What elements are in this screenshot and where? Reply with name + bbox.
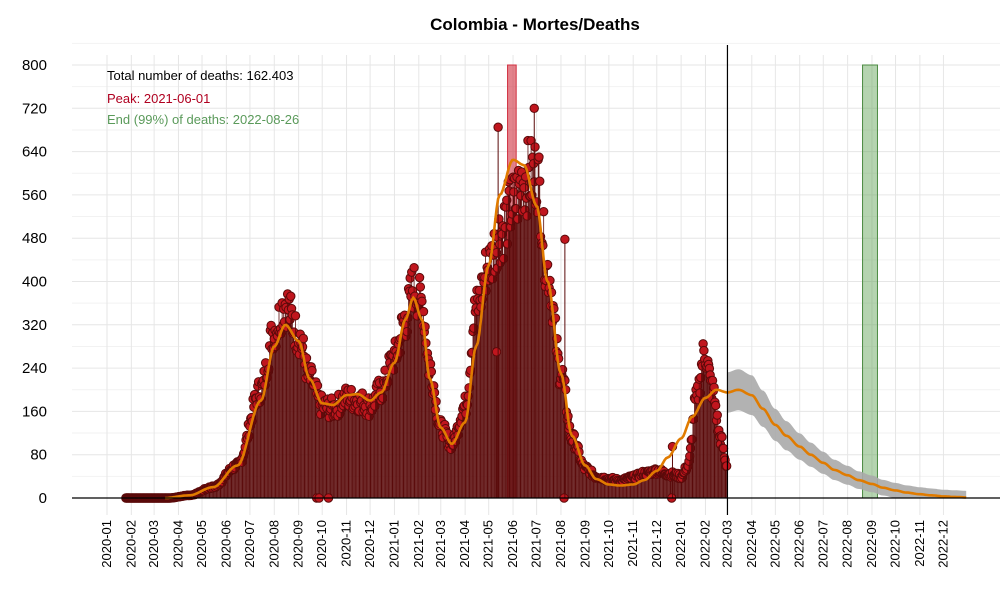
- x-tick-label: 2021-04: [457, 520, 472, 568]
- y-tick-label: 80: [30, 447, 47, 464]
- x-tick-label: 2022-07: [815, 520, 830, 568]
- x-tick-label: 2022-12: [935, 520, 950, 568]
- y-tick-label: 560: [22, 187, 47, 204]
- smooth-line: [165, 158, 967, 500]
- x-tick-label: 2020-03: [146, 520, 161, 568]
- outlier-point: [491, 347, 502, 357]
- outlier-point: [493, 122, 503, 132]
- observed-point: [718, 443, 729, 454]
- end-note: End (99%) of deaths: 2022-08-26: [107, 112, 299, 127]
- x-tick-label: 2022-08: [840, 520, 855, 568]
- x-tick-label: 2020-04: [171, 520, 186, 568]
- x-tick-label: 2020-07: [242, 520, 257, 568]
- observed-point: [290, 311, 301, 321]
- x-tick-label: 2022-05: [767, 520, 782, 568]
- observed-point: [530, 142, 540, 152]
- confidence-band: [727, 369, 967, 498]
- x-tick-label: 2022-01: [673, 520, 688, 568]
- x-tick-label: 2021-03: [433, 520, 448, 568]
- peak-note: Peak: 2021-06-01: [107, 91, 210, 106]
- observed-point: [415, 282, 426, 292]
- x-tick-label: 2021-12: [649, 520, 664, 568]
- observed-point: [717, 432, 727, 442]
- x-tick-label: 2022-09: [864, 520, 879, 568]
- total-deaths-note: Total number of deaths: 162.403: [107, 68, 293, 83]
- x-tick-label: 2022-03: [720, 520, 735, 568]
- x-tick-label: 2020-02: [123, 520, 138, 568]
- y-tick-label: 640: [22, 144, 47, 161]
- observed-point: [409, 262, 419, 273]
- outlier-point: [529, 103, 539, 114]
- y-tick-label: 720: [22, 100, 47, 117]
- x-tick-label: 2020-06: [218, 520, 233, 568]
- observed-point: [710, 400, 721, 411]
- smooth-line-group: [165, 158, 967, 500]
- y-tick-label: 480: [22, 230, 47, 247]
- x-tick-label: 2020-01: [99, 520, 114, 568]
- observed-point: [346, 384, 356, 395]
- observed-point: [721, 461, 732, 471]
- observed-point: [286, 291, 296, 301]
- x-tick-label: 2021-11: [625, 520, 640, 567]
- x-tick-label: 2022-06: [792, 520, 807, 568]
- x-tick-label: 2020-05: [194, 520, 209, 568]
- x-tick-label: 2020-12: [362, 520, 377, 568]
- x-tick-label: 2020-10: [314, 520, 329, 568]
- x-tick-label: 2020-09: [291, 520, 306, 568]
- projection-confidence-band: [727, 369, 967, 498]
- x-tick-label: 2022-02: [698, 520, 713, 568]
- chart-title: Colombia - Mortes/Deaths: [430, 15, 640, 34]
- observed-point: [519, 183, 529, 193]
- observed-point: [534, 152, 544, 162]
- x-tick-label: 2021-02: [411, 520, 426, 568]
- observed-point: [414, 272, 425, 283]
- y-tick-label: 800: [22, 57, 47, 74]
- x-tick-label: 2020-08: [266, 520, 281, 568]
- outlier-point: [560, 234, 570, 244]
- observed-point: [298, 333, 309, 344]
- x-tick-label: 2020-11: [339, 520, 354, 567]
- y-tick-label: 400: [22, 274, 47, 291]
- x-tick-label: 2022-10: [888, 520, 903, 568]
- y-tick-label: 240: [22, 360, 47, 377]
- end-band: [862, 64, 878, 499]
- x-tick-label: 2021-05: [481, 520, 496, 568]
- x-tick-label: 2021-09: [577, 520, 592, 568]
- x-tick-label: 2022-11: [912, 520, 927, 567]
- annotations: Total number of deaths: 162.403 Peak: 20…: [107, 68, 299, 127]
- axes: 0 80 160 240 320 400 480 560 640 720 800 2020-01 202…: [22, 45, 1000, 568]
- observed-point: [307, 365, 317, 376]
- x-tick-label: 2022-04: [744, 520, 759, 568]
- observed-point: [509, 187, 519, 197]
- x-tick-label: 2021-07: [529, 520, 544, 568]
- observed-point: [417, 296, 427, 306]
- x-tick-label: 2021-10: [601, 520, 616, 568]
- y-tick-label: 320: [22, 317, 47, 334]
- x-tick-label: 2021-08: [553, 520, 568, 568]
- observed-point: [712, 410, 722, 420]
- x-tick-label: 2021-06: [505, 520, 520, 568]
- observed-point: [699, 345, 709, 356]
- x-tick-label: 2021-01: [387, 520, 402, 568]
- observed-point: [538, 206, 549, 217]
- observed-point: [535, 176, 545, 186]
- y-tick-label: 160: [22, 403, 47, 420]
- y-tick-label: 0: [39, 490, 47, 507]
